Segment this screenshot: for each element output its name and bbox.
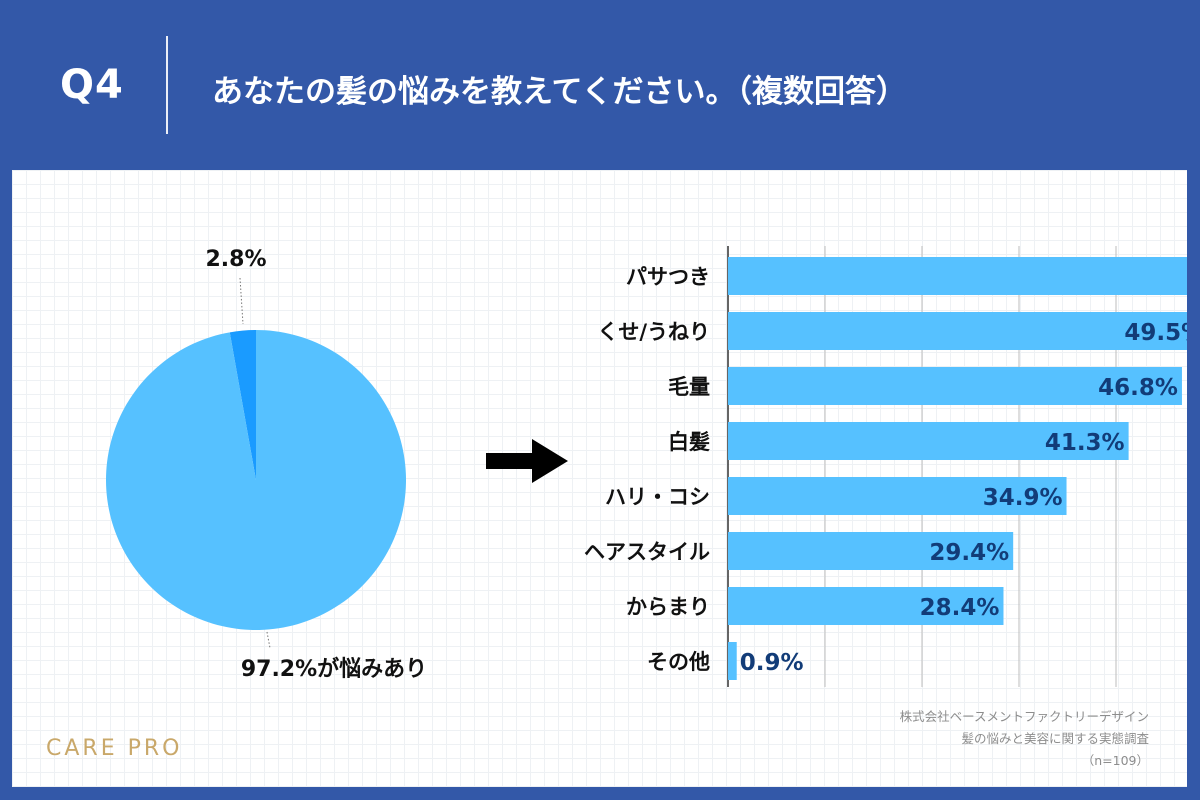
pie-label-small: 2.8% (205, 247, 266, 272)
source-credit: 株式会社ベースメントファクトリーデザイン 髪の悩みと美容に関する実態調査 （n=… (900, 706, 1149, 772)
pie-label-large: 97.2%が悩みあり (241, 656, 427, 682)
category-label: ハリ・コシ (605, 485, 710, 509)
brand-logo: CARE PRO (46, 736, 183, 761)
bar (728, 367, 1182, 405)
value-label: 0.9% (740, 650, 804, 676)
pie-leader-line (266, 631, 271, 649)
header-divider (166, 36, 168, 134)
value-label: 49.5% (1124, 320, 1187, 346)
category-label: くせ/うねり (597, 320, 710, 344)
pie-slice-has-concern (106, 330, 407, 630)
chart-svg: 2.8%97.2%が悩みあり パサつき65.1%くせ/うねり49.5%毛量46.… (106, 246, 1187, 687)
chart-panel: 2.8%97.2%が悩みあり パサつき65.1%くせ/うねり49.5%毛量46.… (12, 170, 1187, 787)
credit-sample: （n=109） (1081, 753, 1149, 768)
bar (728, 312, 1187, 350)
value-label: 41.3% (1045, 430, 1125, 456)
pie-leader-line (239, 277, 244, 325)
bar (728, 532, 1014, 570)
bar (728, 257, 1187, 295)
bar (728, 477, 1067, 515)
pie-slice-no-concern (229, 330, 256, 480)
category-label: ヘアスタイル (584, 540, 710, 564)
bar (728, 422, 1129, 460)
credit-survey: 髪の悩みと美容に関する実態調査 (961, 731, 1149, 746)
category-label: 白髪 (668, 430, 710, 454)
bar-chart: パサつき65.1%くせ/うねり49.5%毛量46.8%白髪41.3%ハリ・コシ3… (584, 257, 1187, 680)
value-label: 34.9% (983, 485, 1063, 511)
question-number: Q4 (60, 62, 124, 108)
bar (728, 642, 737, 680)
credit-company: 株式会社ベースメントファクトリーデザイン (899, 709, 1149, 724)
right-arrow-icon (486, 439, 568, 483)
category-label: パサつき (626, 265, 710, 289)
value-label: 46.8% (1098, 375, 1178, 401)
category-label: からまり (626, 595, 710, 619)
category-label: その他 (647, 650, 710, 674)
bar (728, 587, 1004, 625)
value-label: 28.4% (920, 595, 1000, 621)
value-label: 29.4% (929, 540, 1009, 566)
category-label: 毛量 (668, 375, 710, 399)
pie-chart: 2.8% 97.2%が悩みあり (106, 247, 427, 682)
question-text: あなたの髪の悩みを教えてください。（複数回答） (212, 74, 908, 110)
